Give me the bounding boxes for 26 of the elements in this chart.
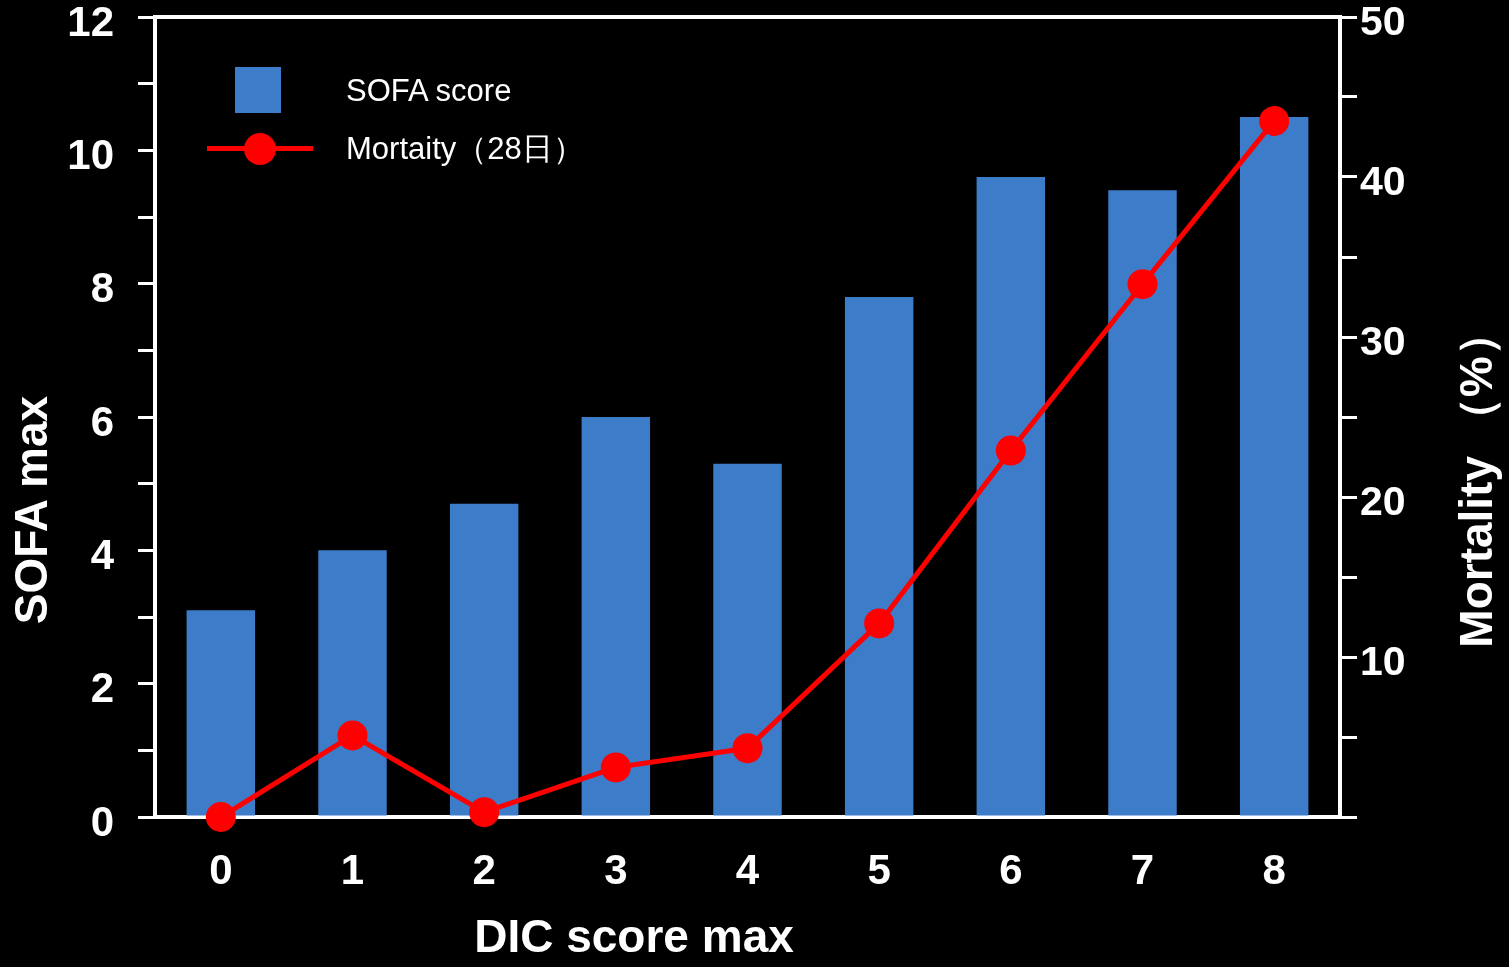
x-tick-label: 3 [604,845,628,893]
x-axis-title: DIC score max [474,910,794,962]
y-tick-label: 10 [67,130,114,178]
y2-tick-label: 40 [1360,158,1406,205]
legend-label: Mortaity（28日） [346,130,584,166]
y2-axis-title: Mortality （%） [1450,310,1502,648]
y-tick-label: 2 [90,664,114,712]
y-tick-label: 8 [90,264,114,312]
x-tick-label: 2 [472,845,496,893]
y-tick-label: 4 [90,530,115,578]
x-tick-label: 6 [999,845,1023,893]
y-tick-label: 0 [90,797,114,845]
x-tick-label: 5 [867,845,891,893]
y-tick-label: 6 [90,397,114,445]
legend-label: SOFA score [346,72,512,108]
y2-tick-label: 20 [1360,478,1406,525]
x-tick-label: 1 [340,845,365,893]
y2-tick-label: 10 [1360,638,1406,685]
y-axis-title: SOFA max [5,395,57,625]
y-tick-label: 12 [67,0,114,45]
x-tick-label: 7 [1130,845,1155,893]
y2-tick-label: 30 [1360,318,1406,365]
x-tick-label: 0 [209,845,233,893]
x-tick-label: 4 [735,845,760,893]
y2-tick-label: 50 [1360,0,1406,45]
x-tick-label: 8 [1262,845,1286,893]
